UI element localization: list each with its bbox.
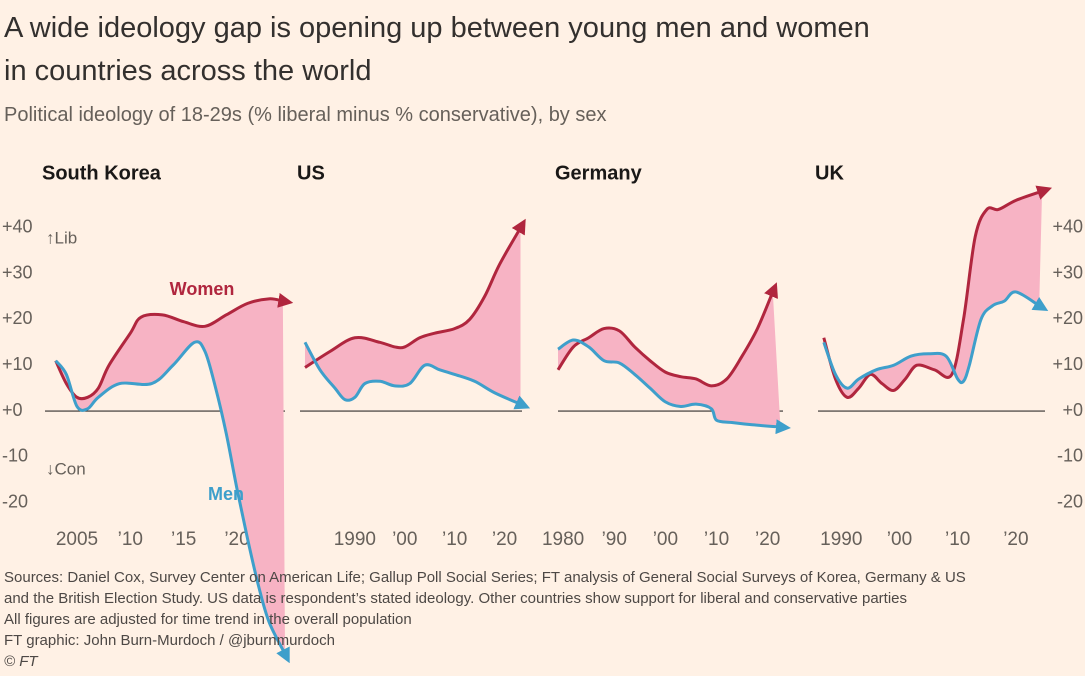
- x-tick-label: 1990: [820, 529, 862, 550]
- x-tick-label: 1980: [542, 529, 584, 550]
- y-tick-label: +30: [1052, 262, 1083, 282]
- x-tick-label: ’10: [945, 529, 970, 550]
- series-line: [304, 218, 526, 369]
- note: Sources: Daniel Cox, Survey Center on Am…: [4, 569, 966, 586]
- gap-area: [558, 291, 781, 428]
- x-tick-label: 1990: [334, 529, 376, 550]
- note: © FT: [4, 653, 38, 670]
- y-tick-label: +20: [1052, 308, 1083, 328]
- y-tick-label: -20: [1057, 491, 1083, 511]
- x-tick-label: ’20: [755, 529, 780, 550]
- y-tick-label: -20: [2, 491, 28, 511]
- annotation: ↓Con: [46, 459, 86, 478]
- subtitle: Political ideology of 18-29s (% liberal …: [4, 104, 607, 126]
- y-tick-label: -10: [2, 446, 28, 466]
- series-label: Women: [170, 279, 235, 299]
- x-tick-label: ’20: [1003, 529, 1028, 550]
- title: in countries across the world: [4, 55, 372, 87]
- series-line: [54, 340, 290, 664]
- x-tick-label: ’10: [704, 529, 729, 550]
- x-tick-label: ’10: [442, 529, 467, 550]
- panel-title: South Korea: [42, 162, 162, 184]
- y-tick-label: -10: [1057, 446, 1083, 466]
- x-tick-label: ’90: [602, 529, 627, 550]
- y-tick-label: +40: [1052, 217, 1083, 237]
- series-line: [556, 282, 778, 388]
- panel-title: UK: [815, 162, 844, 184]
- x-tick-label: ’00: [653, 529, 678, 550]
- series-line: [54, 292, 294, 401]
- series-line: [557, 338, 791, 435]
- annotation: ↑Lib: [46, 228, 77, 247]
- panel-title: US: [297, 162, 325, 184]
- x-tick-label: ’15: [171, 529, 196, 550]
- series-line: [303, 341, 531, 410]
- series-line: [822, 185, 1053, 399]
- y-tick-label: +20: [2, 308, 33, 328]
- note: and the British Election Study. US data …: [4, 590, 907, 607]
- series-label: Men: [208, 484, 244, 504]
- y-tick-label: +30: [2, 262, 33, 282]
- panel-title: Germany: [555, 162, 643, 184]
- x-tick-label: ’20: [492, 529, 517, 550]
- series-line: [822, 290, 1049, 390]
- y-tick-label: +0: [2, 400, 23, 420]
- y-tick-label: +10: [1052, 354, 1083, 374]
- note: FT graphic: John Burn-Murdoch / @jburnmu…: [4, 632, 335, 649]
- gap-area: [823, 191, 1043, 398]
- x-tick-label: ’10: [118, 529, 143, 550]
- x-tick-label: 2005: [56, 529, 98, 550]
- title: A wide ideology gap is opening up betwee…: [4, 12, 870, 44]
- y-tick-label: +10: [2, 354, 33, 374]
- x-tick-label: ’20: [224, 529, 249, 550]
- note: All figures are adjusted for time trend …: [4, 611, 412, 628]
- gap-area: [55, 298, 285, 654]
- gap-area: [304, 227, 521, 405]
- y-tick-label: +40: [2, 217, 33, 237]
- x-tick-label: ’00: [887, 529, 912, 550]
- y-tick-label: +0: [1062, 400, 1083, 420]
- x-tick-label: ’00: [392, 529, 417, 550]
